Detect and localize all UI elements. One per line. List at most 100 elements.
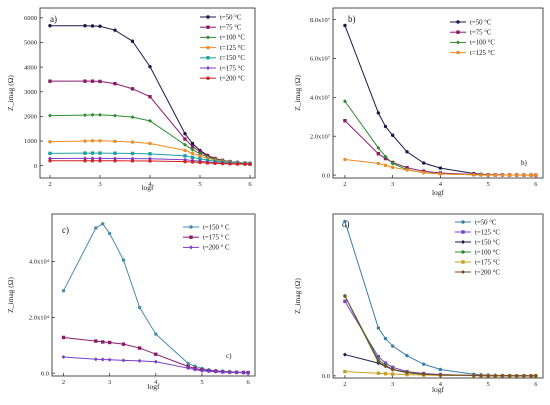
data-point: [461, 250, 465, 254]
data-point: [213, 161, 217, 166]
data-point: [206, 25, 210, 29]
x-axis-label: logf: [141, 183, 154, 192]
y-axis-label: Z_imag (Ω): [293, 278, 302, 314]
data-point: [83, 113, 87, 118]
y-tick-label: 0.0: [322, 172, 330, 179]
data-point: [48, 24, 52, 28]
y-tick-label: 4.0x10⁷: [310, 95, 330, 102]
data-point: [421, 170, 426, 175]
data-point: [190, 147, 195, 152]
data-point: [507, 373, 512, 378]
data-point: [90, 79, 95, 83]
x-tick-label: 6: [246, 379, 250, 386]
legend-entry: t=100 °C: [220, 35, 245, 42]
series-4: [343, 157, 538, 177]
data-point: [93, 357, 98, 362]
data-point: [90, 24, 95, 28]
legend-entry: t=200 ° C: [203, 245, 230, 252]
legend: t=50 °C t=75 °C t=100 °C t=125 °C t=150 °C t=…: [200, 14, 245, 83]
y-tick-label: 6000: [24, 15, 37, 22]
data-point: [130, 39, 135, 43]
data-point: [48, 140, 52, 144]
series-6: [342, 294, 538, 378]
data-point: [190, 141, 195, 146]
data-point: [61, 289, 66, 293]
x-tick-label: 3: [98, 181, 101, 188]
y-tick-label: 2.0x10⁴: [29, 315, 50, 322]
plot-frame: [39, 7, 256, 179]
data-point: [113, 139, 117, 143]
data-point: [376, 355, 381, 359]
data-point: [183, 137, 187, 141]
data-point: [186, 361, 190, 366]
data-point: [198, 160, 202, 165]
data-point: [342, 99, 347, 104]
data-point: [205, 161, 210, 165]
data-point: [461, 220, 465, 224]
data-point: [383, 124, 388, 129]
legend: t=50 °C t=125 °C t=150 °C t=100 °C t=175 °C t…: [455, 219, 500, 276]
data-point: [343, 369, 347, 374]
data-point: [61, 335, 66, 340]
data-point: [383, 372, 388, 376]
data-point: [241, 370, 246, 375]
series-1: [343, 23, 538, 177]
data-point: [486, 173, 490, 177]
data-point: [438, 373, 443, 378]
data-point: [514, 373, 519, 378]
series-7: [48, 159, 252, 167]
data-point: [83, 79, 87, 83]
data-point: [98, 139, 102, 143]
x-tick-label: 5: [198, 181, 201, 188]
data-point: [48, 159, 52, 163]
data-point: [113, 159, 117, 163]
data-point: [390, 161, 395, 166]
y-tick-label: 6.0x10⁷: [310, 56, 330, 63]
x-tick-label: 3: [391, 181, 394, 188]
data-point: [101, 222, 105, 226]
data-point: [148, 94, 152, 99]
data-point: [83, 24, 87, 28]
data-point: [390, 344, 395, 348]
chart-panel-1: 2 3 4 5 6 0 1000 2000 3000 4000 5000 6000 logf Z_imag…: [6, 7, 256, 192]
data-point: [130, 159, 135, 163]
legend-entry: t=125 °C: [470, 50, 495, 57]
panel-label: c): [62, 225, 69, 235]
data-point: [183, 131, 187, 136]
data-point: [500, 373, 505, 378]
data-point: [148, 141, 152, 146]
data-point: [98, 159, 102, 163]
data-point: [183, 148, 187, 153]
data-point: [154, 352, 158, 356]
data-point: [206, 66, 210, 70]
legend-entry: t=150 °C: [220, 55, 245, 62]
data-point: [342, 294, 347, 298]
data-point: [343, 299, 347, 304]
data-point: [130, 87, 135, 91]
data-point: [190, 151, 195, 156]
data-point: [515, 173, 519, 177]
data-point: [48, 79, 52, 83]
series-line: [344, 100, 536, 176]
x-tick-label: 5: [486, 381, 489, 388]
data-point: [94, 226, 98, 230]
y-tick-label: 0.0: [41, 370, 49, 377]
data-point: [456, 30, 460, 34]
series-line: [344, 295, 536, 377]
data-point: [206, 369, 211, 374]
data-point: [148, 118, 152, 123]
legend-entry: t=100 °C: [475, 249, 500, 256]
data-point: [383, 361, 388, 365]
x-tick-label: 4: [439, 381, 443, 388]
x-tick-label: 3: [391, 381, 394, 388]
data-point: [83, 159, 87, 163]
data-point: [121, 342, 126, 346]
y-axis-label: Z_imag (Ω): [293, 75, 302, 111]
series-2: [343, 299, 538, 378]
series-4: [343, 294, 538, 378]
legend-entry: t=150 °C: [475, 239, 500, 246]
data-point: [376, 326, 381, 330]
data-point: [383, 154, 388, 159]
data-point: [183, 159, 187, 164]
data-point: [107, 231, 112, 236]
